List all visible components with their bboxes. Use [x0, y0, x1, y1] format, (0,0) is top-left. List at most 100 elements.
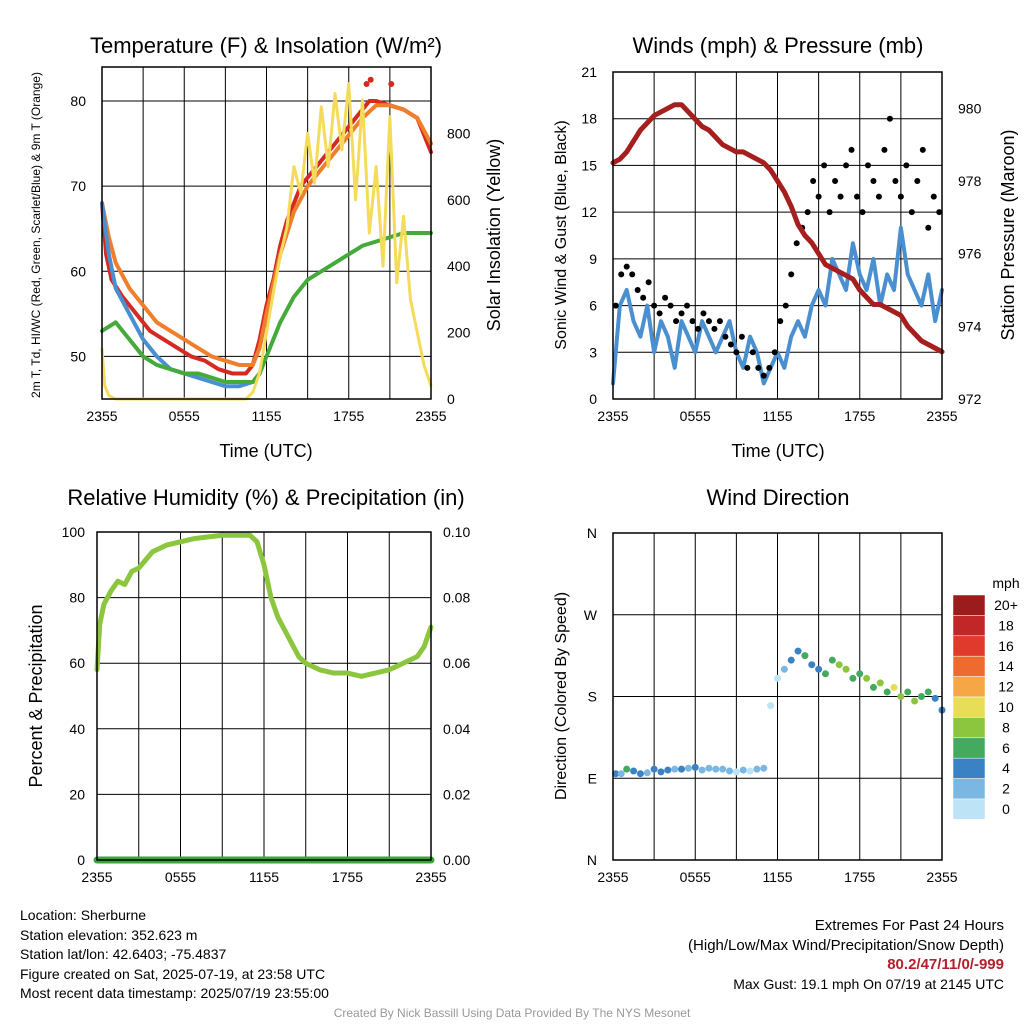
gust-point — [925, 224, 932, 231]
gust-point — [832, 178, 839, 184]
gust-point — [673, 318, 680, 325]
gust-point — [864, 162, 871, 169]
max-gust-text: Max Gust: 19.1 mph On 07/19 at 2145 UTC — [733, 975, 1004, 992]
gust-point — [678, 310, 685, 317]
direction-point — [612, 770, 620, 778]
direction-point — [705, 764, 713, 772]
direction-point — [856, 670, 864, 678]
direction-point — [794, 647, 802, 655]
colorbar-label: 16 — [998, 638, 1014, 654]
credit-text: Created By Nick Bassill Using Data Provi… — [333, 1006, 691, 1020]
colorbar-label: 10 — [998, 699, 1014, 715]
gust-point — [936, 209, 943, 216]
y-tick-label: 15 — [581, 157, 597, 173]
x-tick-label: 1155 — [762, 869, 792, 885]
colorbar-swatch — [952, 737, 986, 759]
y2-tick-label: 980 — [958, 100, 982, 116]
y2-tick-label: 800 — [447, 125, 471, 141]
gust-point — [700, 310, 707, 317]
direction-point — [904, 688, 912, 696]
y-axis-label: Direction (Colored By Speed) — [553, 592, 570, 800]
y2-tick-label: 0.04 — [443, 721, 470, 737]
chart-panel-1: 2355 0555 1155 1755 235503691215182197297497… — [553, 33, 1018, 461]
y2-tick-label: 972 — [958, 391, 982, 407]
y-tick-label: 50 — [70, 348, 86, 364]
direction-point — [917, 693, 925, 700]
y-tick-label: 40 — [69, 721, 85, 737]
colorbar-swatch — [952, 696, 986, 718]
direction-point — [698, 766, 706, 774]
y-tick-label: 80 — [70, 93, 86, 109]
direction-point — [842, 665, 850, 673]
x-tick-label: 1755 — [333, 408, 364, 424]
direction-point — [849, 674, 857, 682]
gust-point — [777, 318, 784, 325]
series-line-hi-wc — [100, 201, 262, 389]
latlon-text: Station lat/lon: 42.6403; -75.4837 — [20, 946, 227, 963]
colorbar-label: 2 — [1002, 781, 1010, 797]
gust-point — [705, 318, 712, 325]
gust-point — [716, 318, 723, 325]
temperature-point — [363, 81, 370, 88]
y2-tick-label: 0.06 — [443, 655, 470, 671]
direction-point — [931, 694, 939, 702]
direction-point — [650, 765, 658, 773]
y2-tick-label: 0.10 — [443, 524, 470, 540]
y2-tick-label: 400 — [447, 258, 471, 274]
gust-point — [684, 302, 691, 309]
y2-tick-label: 974 — [958, 318, 982, 334]
colorbar-swatch — [952, 676, 986, 698]
direction-point — [869, 683, 877, 691]
direction-point — [678, 765, 686, 773]
extremes-info: Extremes For Past 24 Hours (High/Low/Max… — [688, 916, 1004, 994]
colorbar-label: 6 — [1002, 740, 1010, 756]
y2-tick-label: 0.00 — [443, 852, 470, 868]
y-tick-label: 21 — [581, 64, 597, 80]
y-axis-label: Percent & Precipitation — [26, 604, 46, 787]
direction-tick-label: N — [587, 525, 597, 541]
y2-axis-label: Solar Insolation (Yellow) — [484, 139, 504, 331]
gust-point — [875, 193, 882, 200]
gust-point — [760, 372, 767, 379]
gust-point — [656, 310, 663, 317]
x-tick-label: 2355 — [415, 408, 446, 424]
gust-point — [788, 271, 795, 278]
gust-point — [623, 263, 630, 270]
direction-point — [684, 764, 692, 772]
gust-point — [897, 193, 904, 200]
gust-point — [919, 146, 926, 153]
series-line-station-pressure — [610, 102, 945, 355]
gust-point — [629, 271, 636, 278]
y2-tick-label: 978 — [958, 173, 982, 189]
x-tick-label: 1755 — [844, 869, 875, 885]
x-tick-label: 1755 — [332, 869, 363, 885]
direction-point — [787, 656, 795, 664]
station-info: Location: Sherburne Station elevation: 3… — [20, 906, 329, 1004]
direction-point — [774, 674, 781, 682]
colorbar-label: 18 — [998, 617, 1014, 633]
x-tick-label: 1155 — [762, 408, 792, 424]
direction-point — [924, 688, 932, 696]
gust-point — [618, 271, 625, 278]
colorbar-label: 8 — [1002, 719, 1010, 735]
colorbar-swatch — [952, 655, 986, 677]
direction-point — [712, 765, 720, 773]
extremes-subtitle: (High/Low/Max Wind/Precipitation/Snow De… — [688, 936, 1004, 954]
x-axis-label: Time (UTC) — [731, 441, 824, 461]
y2-axis-label: Station Pressure (Maroon) — [998, 129, 1018, 340]
plot-frame — [101, 66, 432, 400]
elevation-text: Station elevation: 352.623 m — [20, 926, 198, 943]
x-tick-label: 2355 — [415, 869, 446, 885]
x-tick-label: 1755 — [844, 408, 875, 424]
series-line-relative-humidity — [94, 532, 434, 679]
gust-point — [755, 364, 762, 371]
y-tick-label: 100 — [62, 524, 86, 540]
x-tick-label: 0555 — [680, 408, 711, 424]
colorbar-swatch — [952, 635, 986, 657]
y-tick-label: 20 — [69, 786, 85, 802]
direction-point — [617, 770, 625, 778]
chart-title: Temperature (F) & Insolation (W/m²) — [90, 33, 442, 58]
recent-data-text: Most recent data timestamp: 2025/07/19 2… — [20, 985, 329, 1002]
gust-point — [733, 349, 740, 356]
